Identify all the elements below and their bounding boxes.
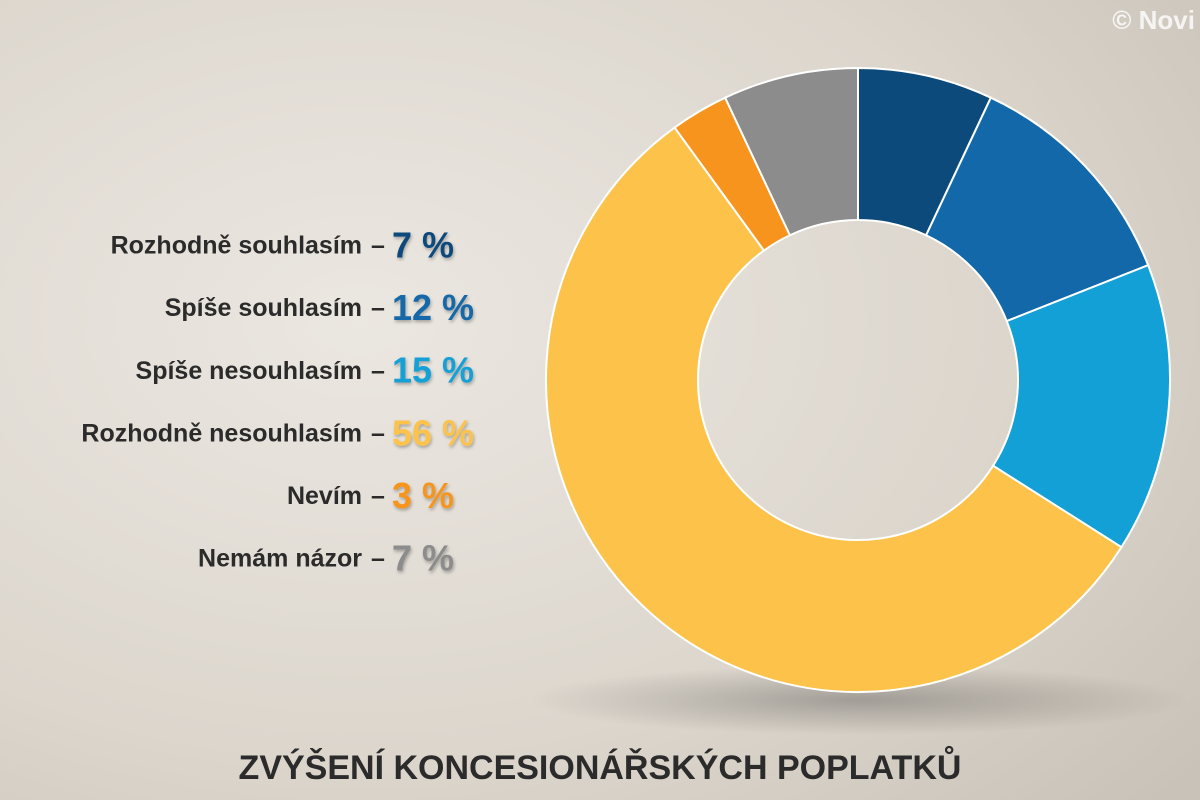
value-label: 56 % — [392, 412, 474, 453]
value-label: 3 % — [392, 475, 454, 516]
donut-slice — [991, 263, 1171, 549]
legend: Rozhodně souhlasím –7 %Spíše souhlasím –12… — [81, 225, 474, 579]
donut-slice — [723, 66, 859, 237]
legend-label: Rozhodně souhlasím — [111, 232, 362, 260]
donut-slice — [545, 126, 1123, 693]
legend-label: Rozhodně nesouhlasím — [81, 419, 362, 447]
value-label: 12 % — [392, 287, 474, 328]
value-label: 7 % — [392, 538, 454, 579]
chart-title: ZVÝŠENÍ KONCESIONÁŘSKÝCH POPLATKŮ — [239, 746, 962, 787]
legend-separator: – — [371, 294, 385, 322]
legend-label: Nevím — [287, 482, 362, 510]
legend-separator: – — [371, 482, 385, 510]
legend-label: Spíše nesouhlasím — [136, 357, 362, 385]
value-label: 7 % — [392, 225, 454, 266]
legend-label: Nemám názor — [198, 545, 362, 573]
legend-separator: – — [371, 545, 385, 573]
watermark: © Novi — [1112, 5, 1195, 35]
legend-separator: – — [371, 419, 385, 447]
legend-separator: – — [371, 232, 385, 260]
legend-label: Spíše souhlasím — [165, 294, 362, 322]
legend-separator: – — [371, 357, 385, 385]
value-label: 15 % — [392, 350, 474, 391]
donut — [545, 66, 1171, 693]
donut-shadow — [530, 665, 1190, 735]
